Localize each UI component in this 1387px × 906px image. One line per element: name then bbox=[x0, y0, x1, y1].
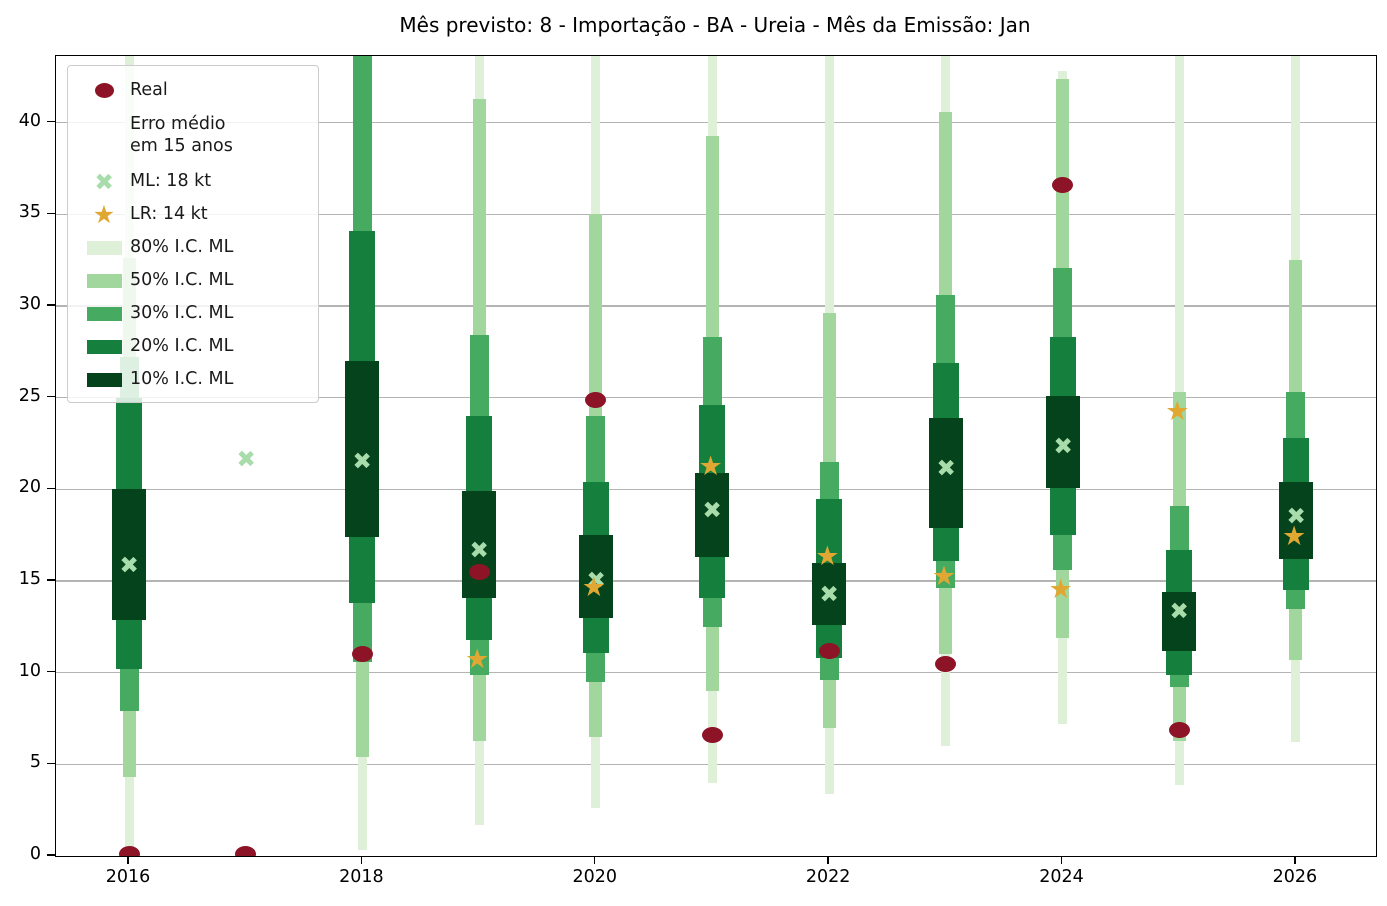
y-tick-15 bbox=[47, 579, 55, 581]
real-dot-marker-2016 bbox=[118, 846, 140, 856]
legend-item-ml: ML: 18 kt bbox=[78, 165, 308, 198]
lr-star-icon: ★ bbox=[92, 200, 116, 229]
ml-x-marker-2021 bbox=[704, 501, 721, 518]
y-tick-label-20: 20 bbox=[18, 477, 41, 498]
real-dot-marker-2020 bbox=[585, 391, 607, 408]
x-tick-2016 bbox=[127, 856, 129, 865]
y-tick-25 bbox=[47, 396, 55, 398]
ic30-swatch-icon bbox=[86, 306, 122, 321]
y-tick-5 bbox=[47, 762, 55, 765]
ml-x-marker-2019 bbox=[471, 541, 488, 558]
real-dot-marker-2019 bbox=[468, 563, 490, 580]
band-10pct-2018 bbox=[345, 361, 380, 538]
ml-x-marker-2023 bbox=[937, 459, 954, 476]
band-10pct-2016 bbox=[112, 489, 147, 620]
legend-item-ic30: 30% I.C. ML bbox=[78, 297, 308, 330]
ml-x-icon bbox=[96, 173, 113, 190]
ml-x-marker-2017 bbox=[237, 450, 254, 467]
lr-star-marker-2020: ★ bbox=[581, 572, 607, 604]
y-tick-label-25: 25 bbox=[18, 385, 41, 406]
ic50-swatch-icon bbox=[86, 273, 122, 288]
y-tick-30 bbox=[47, 304, 55, 306]
lr-star-marker-2025: ★ bbox=[1165, 396, 1190, 428]
y-tick-label-35: 35 bbox=[18, 202, 41, 223]
y-tick-label-5: 5 bbox=[29, 752, 41, 773]
x-tick-2026 bbox=[1294, 856, 1296, 865]
y-tick-10 bbox=[47, 670, 55, 673]
ml-x-marker-2016 bbox=[121, 556, 138, 573]
legend-label-lr: LR: 14 kt bbox=[130, 203, 208, 224]
legend-item-ic50: 50% I.C. ML bbox=[78, 264, 308, 297]
legend-label-real: Real bbox=[130, 79, 168, 100]
legend-label-ic50: 50% I.C. ML bbox=[130, 269, 234, 290]
y-tick-label-15: 15 bbox=[18, 569, 41, 590]
ml-x-marker-2025 bbox=[1171, 602, 1188, 619]
legend-label-ic30: 30% I.C. ML bbox=[130, 302, 234, 323]
legend-label-error-header: Erro médio em 15 anos bbox=[130, 114, 233, 156]
legend: Real Erro médio em 15 anos ML: 18 kt ★ L… bbox=[67, 65, 319, 403]
lr-star-marker-2026: ★ bbox=[1281, 521, 1307, 553]
x-tick-label-2018: 2018 bbox=[339, 867, 384, 887]
legend-item-real: Real bbox=[78, 74, 308, 107]
legend-label-ml: ML: 18 kt bbox=[130, 170, 212, 191]
real-dot-marker-2017 bbox=[235, 846, 257, 856]
real-dot-marker-2021 bbox=[701, 727, 723, 743]
lr-star-marker-2019: ★ bbox=[465, 643, 490, 675]
x-tick-2020 bbox=[594, 856, 596, 865]
ic80-swatch-icon bbox=[86, 240, 122, 255]
lr-star-marker-2022: ★ bbox=[815, 541, 840, 573]
legend-label-ic20: 20% I.C. ML bbox=[130, 335, 234, 356]
legend-item-error-header: Erro médio em 15 anos bbox=[78, 107, 308, 165]
lr-star-marker-2023: ★ bbox=[931, 561, 957, 593]
legend-label-ic80: 80% I.C. ML bbox=[130, 236, 234, 257]
legend-item-lr: ★ LR: 14 kt bbox=[78, 198, 308, 231]
x-tick-2018 bbox=[360, 856, 363, 865]
y-tick-40 bbox=[47, 121, 55, 123]
real-dot-marker-2018 bbox=[351, 646, 373, 663]
real-dot-marker-2022 bbox=[818, 642, 840, 659]
real-circle-icon bbox=[94, 83, 114, 98]
real-dot-marker-2023 bbox=[935, 655, 957, 672]
legend-item-ic20: 20% I.C. ML bbox=[78, 330, 308, 363]
x-tick-label-2026: 2026 bbox=[1272, 867, 1318, 887]
ml-x-marker-2024 bbox=[1054, 437, 1071, 454]
y-tick-35 bbox=[47, 212, 55, 215]
ic20-swatch-icon bbox=[86, 339, 122, 354]
band-10pct-2025 bbox=[1162, 592, 1197, 651]
x-tick-2024 bbox=[1060, 856, 1063, 865]
chart-title: Mês previsto: 8 - Importação - BA - Urei… bbox=[399, 13, 1031, 37]
x-tick-2022 bbox=[827, 856, 829, 865]
x-tick-label-2022: 2022 bbox=[805, 867, 851, 887]
real-dot-marker-2024 bbox=[1052, 177, 1074, 194]
x-tick-label-2020: 2020 bbox=[572, 867, 618, 887]
legend-label-ic10: 10% I.C. ML bbox=[130, 368, 234, 389]
lr-star-marker-2021: ★ bbox=[698, 451, 723, 483]
y-tick-0 bbox=[47, 854, 55, 856]
x-tick-label-2024: 2024 bbox=[1039, 867, 1084, 887]
ml-x-marker-2018 bbox=[354, 452, 371, 469]
ml-x-marker-2022 bbox=[821, 585, 838, 602]
y-tick-label-10: 10 bbox=[18, 660, 41, 681]
lr-star-marker-2024: ★ bbox=[1048, 574, 1073, 606]
ic10-swatch-icon bbox=[86, 372, 122, 387]
legend-item-ic10: 10% I.C. ML bbox=[78, 363, 308, 396]
x-tick-label-2016: 2016 bbox=[105, 867, 151, 887]
y-tick-label-30: 30 bbox=[18, 294, 41, 315]
plot-area: Real Erro médio em 15 anos ML: 18 kt ★ L… bbox=[55, 55, 1377, 857]
legend-item-ic80: 80% I.C. ML bbox=[78, 231, 308, 264]
y-tick-label-0: 0 bbox=[29, 844, 41, 864]
y-tick-label-40: 40 bbox=[18, 110, 41, 131]
y-tick-20 bbox=[47, 487, 55, 490]
real-dot-marker-2025 bbox=[1168, 721, 1190, 738]
